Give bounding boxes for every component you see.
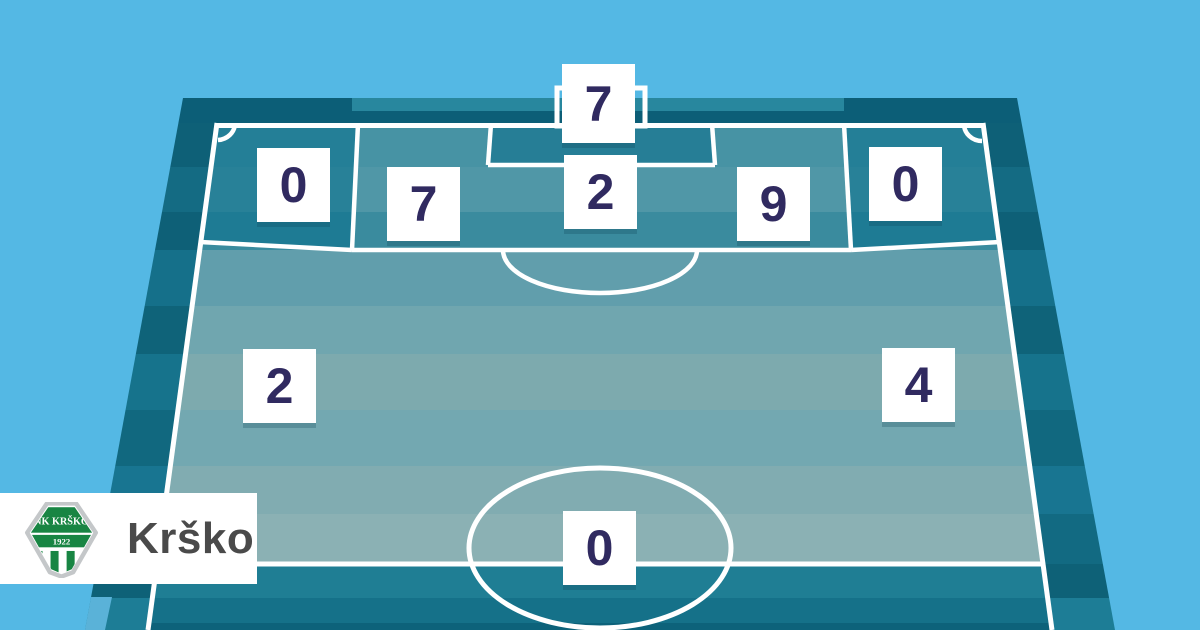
zone-value-own-half: 0	[563, 511, 636, 585]
badge-club-text: NK KRŠKO	[34, 515, 89, 528]
corner-zone-left-bottom	[199, 239, 353, 253]
zone-value-midfield-left: 2	[243, 349, 316, 423]
team-label-bar: NK KRŠKO 1922 Krško	[0, 493, 257, 584]
zone-value-midfield-right: 4	[882, 348, 955, 422]
six-yard-left-edge	[485, 123, 494, 166]
corner-arc-right	[961, 123, 983, 144]
zone-value-corner-right: 0	[869, 147, 942, 221]
zone-value-penalty-left: 7	[387, 167, 460, 241]
six-yard-box-fill	[487, 123, 716, 165]
sideline-right	[980, 122, 1055, 630]
corner-arc-left	[217, 123, 238, 143]
zone-value-penalty-center: 2	[564, 155, 637, 229]
zone-value-penalty-right: 9	[737, 167, 810, 241]
zone-value-goal-mouth: 7	[562, 64, 635, 143]
penalty-box-left-edge	[349, 123, 361, 251]
six-yard-right-edge	[709, 123, 718, 166]
team-name: Krško	[127, 513, 255, 563]
penalty-arc	[500, 249, 700, 296]
center-circle	[466, 465, 734, 630]
zone-value-corner-left: 0	[257, 148, 330, 222]
corner-zone-right-bottom	[850, 239, 1001, 253]
penalty-box-right-edge	[841, 123, 854, 251]
badge-year-text: 1922	[53, 536, 71, 546]
team-badge: NK KRŠKO 1922	[24, 502, 99, 578]
